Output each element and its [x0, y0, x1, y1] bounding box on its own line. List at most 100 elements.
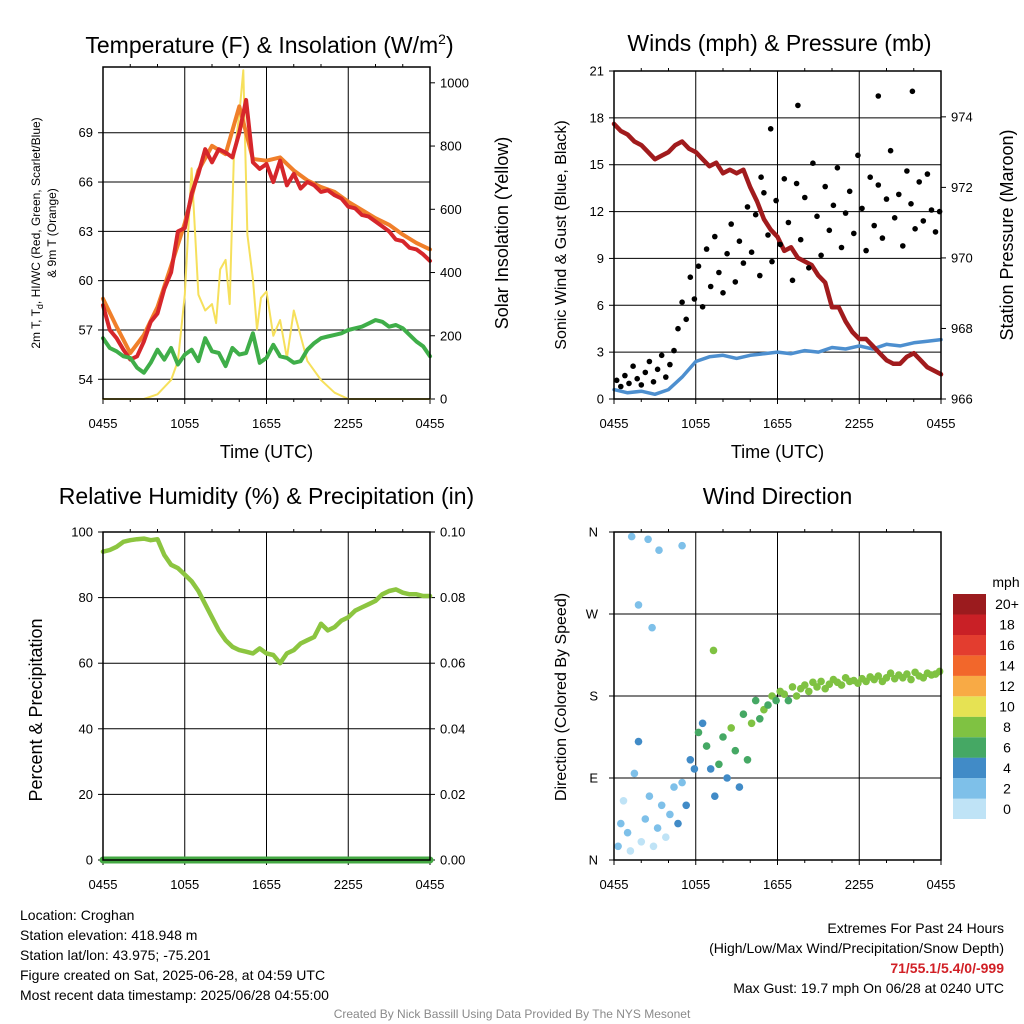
- y-axis-label-left-line2: & 9m T (Orange): [45, 188, 59, 278]
- gust-point: [679, 299, 685, 306]
- y-tick-label: 800: [440, 139, 462, 154]
- gust-point: [654, 366, 661, 373]
- y-tick-label: 968: [951, 321, 973, 336]
- chart-title: Temperature (F) & Insolation (W/m2): [85, 31, 453, 58]
- x-tick-label: 0455: [927, 877, 956, 892]
- direction-point: [637, 838, 646, 846]
- y-axis-label-rest: , HI/WC (Red, Green, Scarlet/Blue): [29, 117, 43, 304]
- recent-data-text: Most recent data timestamp: 2025/06/28 0…: [20, 987, 329, 1003]
- gust-point: [663, 374, 669, 380]
- x-tick-label: 1055: [170, 877, 199, 892]
- direction-point: [655, 546, 663, 554]
- title-close: ): [446, 32, 454, 58]
- gust-point: [740, 260, 747, 266]
- colorbar-tick-label: 4: [1003, 760, 1011, 776]
- direction-point: [627, 532, 636, 541]
- direction-point: [739, 710, 748, 718]
- x-tick-label: 1055: [170, 416, 199, 431]
- y-tick-label: 0: [86, 853, 93, 868]
- y-tick-label: W: [586, 607, 599, 622]
- y-axis-label: Direction (Colored By Speed): [553, 593, 570, 801]
- location-text: Location: Croghan: [20, 907, 135, 923]
- x-tick-label: 1055: [681, 877, 710, 892]
- direction-point: [780, 690, 789, 698]
- series-line-relative-humidity: [100, 536, 433, 666]
- gust-point: [855, 152, 861, 159]
- direction-point: [711, 792, 719, 800]
- gust-point: [613, 377, 620, 384]
- y-tick-label: 6: [597, 298, 604, 313]
- gust-point: [744, 204, 751, 210]
- speed-colorbar: mph 0 2 4 6 8 10 12 14 16 18 20+: [953, 574, 1020, 819]
- title-superscript: 2: [438, 31, 446, 47]
- direction-point: [644, 535, 652, 544]
- direction-point: [903, 670, 911, 678]
- gust-point: [675, 325, 681, 332]
- colorbar-tick-label: 8: [1003, 719, 1011, 735]
- extremes-info: Extremes For Past 24 Hours (High/Low/Max…: [709, 918, 1004, 998]
- direction-point: [694, 728, 703, 737]
- x-tick-label: 0455: [89, 416, 118, 431]
- y-tick-label: 40: [79, 721, 93, 736]
- gust-point: [671, 347, 677, 354]
- direction-point: [747, 719, 756, 728]
- gust-point: [932, 229, 939, 235]
- y-tick-label: N: [589, 853, 598, 868]
- gust-point: [707, 283, 714, 290]
- gust-point: [842, 210, 849, 216]
- extremes-title: Extremes For Past 24 Hours: [827, 920, 1004, 936]
- colorbar-tick-label: 10: [999, 699, 1015, 715]
- colorbar-tick-label: 2: [1003, 780, 1011, 796]
- y-tick-label: 63: [79, 224, 93, 239]
- direction-point: [619, 797, 628, 805]
- y-tick-label: 0.02: [440, 787, 465, 802]
- gust-point: [748, 249, 755, 255]
- gust-point: [691, 296, 698, 302]
- x-tick-label: 1055: [681, 416, 710, 431]
- y-tick-label: 3: [597, 345, 604, 360]
- x-tick-label: 2255: [334, 416, 363, 431]
- direction-point: [662, 833, 670, 841]
- gust-point: [822, 183, 828, 190]
- colorbar-swatch: [953, 798, 986, 819]
- y-tick-label: 9: [597, 251, 604, 266]
- gust-point: [622, 372, 628, 379]
- station-info: Location: Croghan Station elevation: 418…: [20, 905, 329, 1005]
- colorbar-swatch: [953, 614, 986, 635]
- x-tick-label: 1655: [252, 877, 281, 892]
- colorbar-swatch: [953, 778, 986, 799]
- colorbar-tick-label: 16: [999, 637, 1015, 653]
- plot-frame: [613, 531, 942, 861]
- direction-point: [731, 746, 740, 755]
- gust-point: [658, 352, 665, 359]
- x-tick-label: 1655: [763, 877, 792, 892]
- direction-point: [727, 724, 735, 732]
- direction-point: [817, 677, 825, 686]
- gust-point: [703, 246, 710, 252]
- temperature-chart: Temperature (F) & Insolation (W/m2) 0455 1…: [29, 31, 512, 462]
- direction-point: [764, 701, 772, 709]
- gust-point: [626, 380, 632, 387]
- gust-point: [891, 215, 898, 221]
- plot-frame: [102, 531, 431, 861]
- direction-point: [886, 669, 895, 677]
- y-tick-label: 0.04: [440, 721, 465, 736]
- gust-point: [642, 369, 649, 376]
- series-line-sonic-wind: [612, 337, 943, 397]
- gust-point: [630, 363, 636, 370]
- gust-point: [887, 147, 894, 154]
- direction-point: [907, 675, 915, 684]
- y-tick-label: 0.00: [440, 853, 465, 868]
- y-tick-label: 0.10: [440, 525, 465, 540]
- plot-frame: [613, 70, 942, 400]
- colorbar-tick-label: 12: [999, 678, 1015, 694]
- gust-point: [785, 219, 792, 226]
- y-tick-label: S: [589, 689, 598, 704]
- colorbar-tick-label: 0: [1003, 801, 1011, 817]
- y-axis-label-left: Sonic Wind & Gust (Blue, Black): [553, 120, 570, 349]
- direction-point: [743, 756, 752, 764]
- y-axis-label-subscript: d: [35, 304, 45, 309]
- y-tick-label: 18: [590, 110, 604, 125]
- y-tick-label: N: [589, 525, 598, 540]
- colorbar-swatch: [953, 675, 986, 697]
